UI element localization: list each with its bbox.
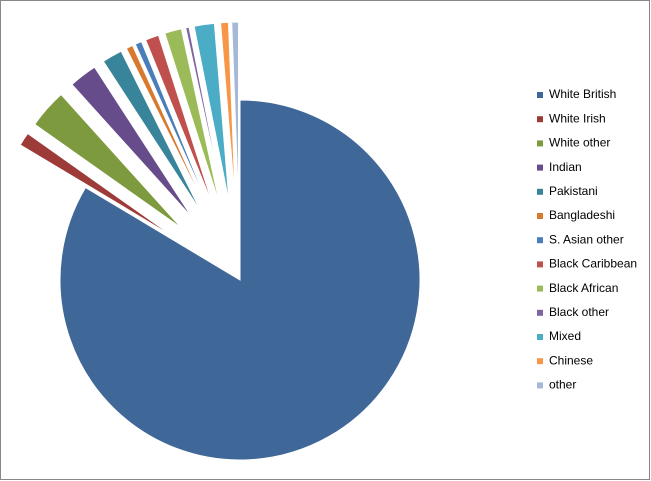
legend-swatch <box>537 334 543 340</box>
pie-slice <box>164 28 221 205</box>
legend-swatch <box>537 92 543 98</box>
legend-swatch <box>537 261 543 268</box>
legend-swatch <box>537 237 543 244</box>
legend-swatch <box>537 382 543 389</box>
legend-swatch <box>537 164 543 171</box>
legend-label: White British <box>549 87 616 101</box>
legend-swatch <box>537 116 543 123</box>
pie-slice <box>19 132 175 238</box>
pie-slice <box>125 44 208 210</box>
legend-swatch <box>537 140 543 147</box>
legend-label: other <box>549 378 576 392</box>
legend-swatch <box>537 188 543 195</box>
legend-swatch <box>537 285 543 292</box>
pie-slice <box>71 66 193 219</box>
legend-label: Chinese <box>549 353 593 367</box>
legend-label: S. Asian other <box>549 232 624 246</box>
pie-slice <box>219 21 236 203</box>
legend-label: Bangladeshi <box>549 208 615 222</box>
pie-slice <box>185 26 225 204</box>
legend-label: Black other <box>549 305 609 319</box>
pie-slice <box>33 93 183 229</box>
legend-label: Indian <box>549 160 582 174</box>
pie-slice <box>144 34 214 207</box>
pie-slice <box>134 40 210 209</box>
legend-label: White other <box>549 136 610 150</box>
legend-label: Black Caribbean <box>549 257 637 271</box>
legend-swatch <box>537 358 543 365</box>
legend-swatch <box>537 309 543 316</box>
pie-slice <box>231 21 240 203</box>
legend-swatch <box>537 213 543 219</box>
legend-label: Mixed <box>549 329 581 343</box>
legend-label: Pakistani <box>549 184 598 198</box>
pie-slice <box>59 99 421 461</box>
pie-slice <box>193 22 230 203</box>
legend-label: Black African <box>549 281 618 295</box>
pie-slice <box>102 50 202 213</box>
legend-label: White Irish <box>549 111 606 125</box>
